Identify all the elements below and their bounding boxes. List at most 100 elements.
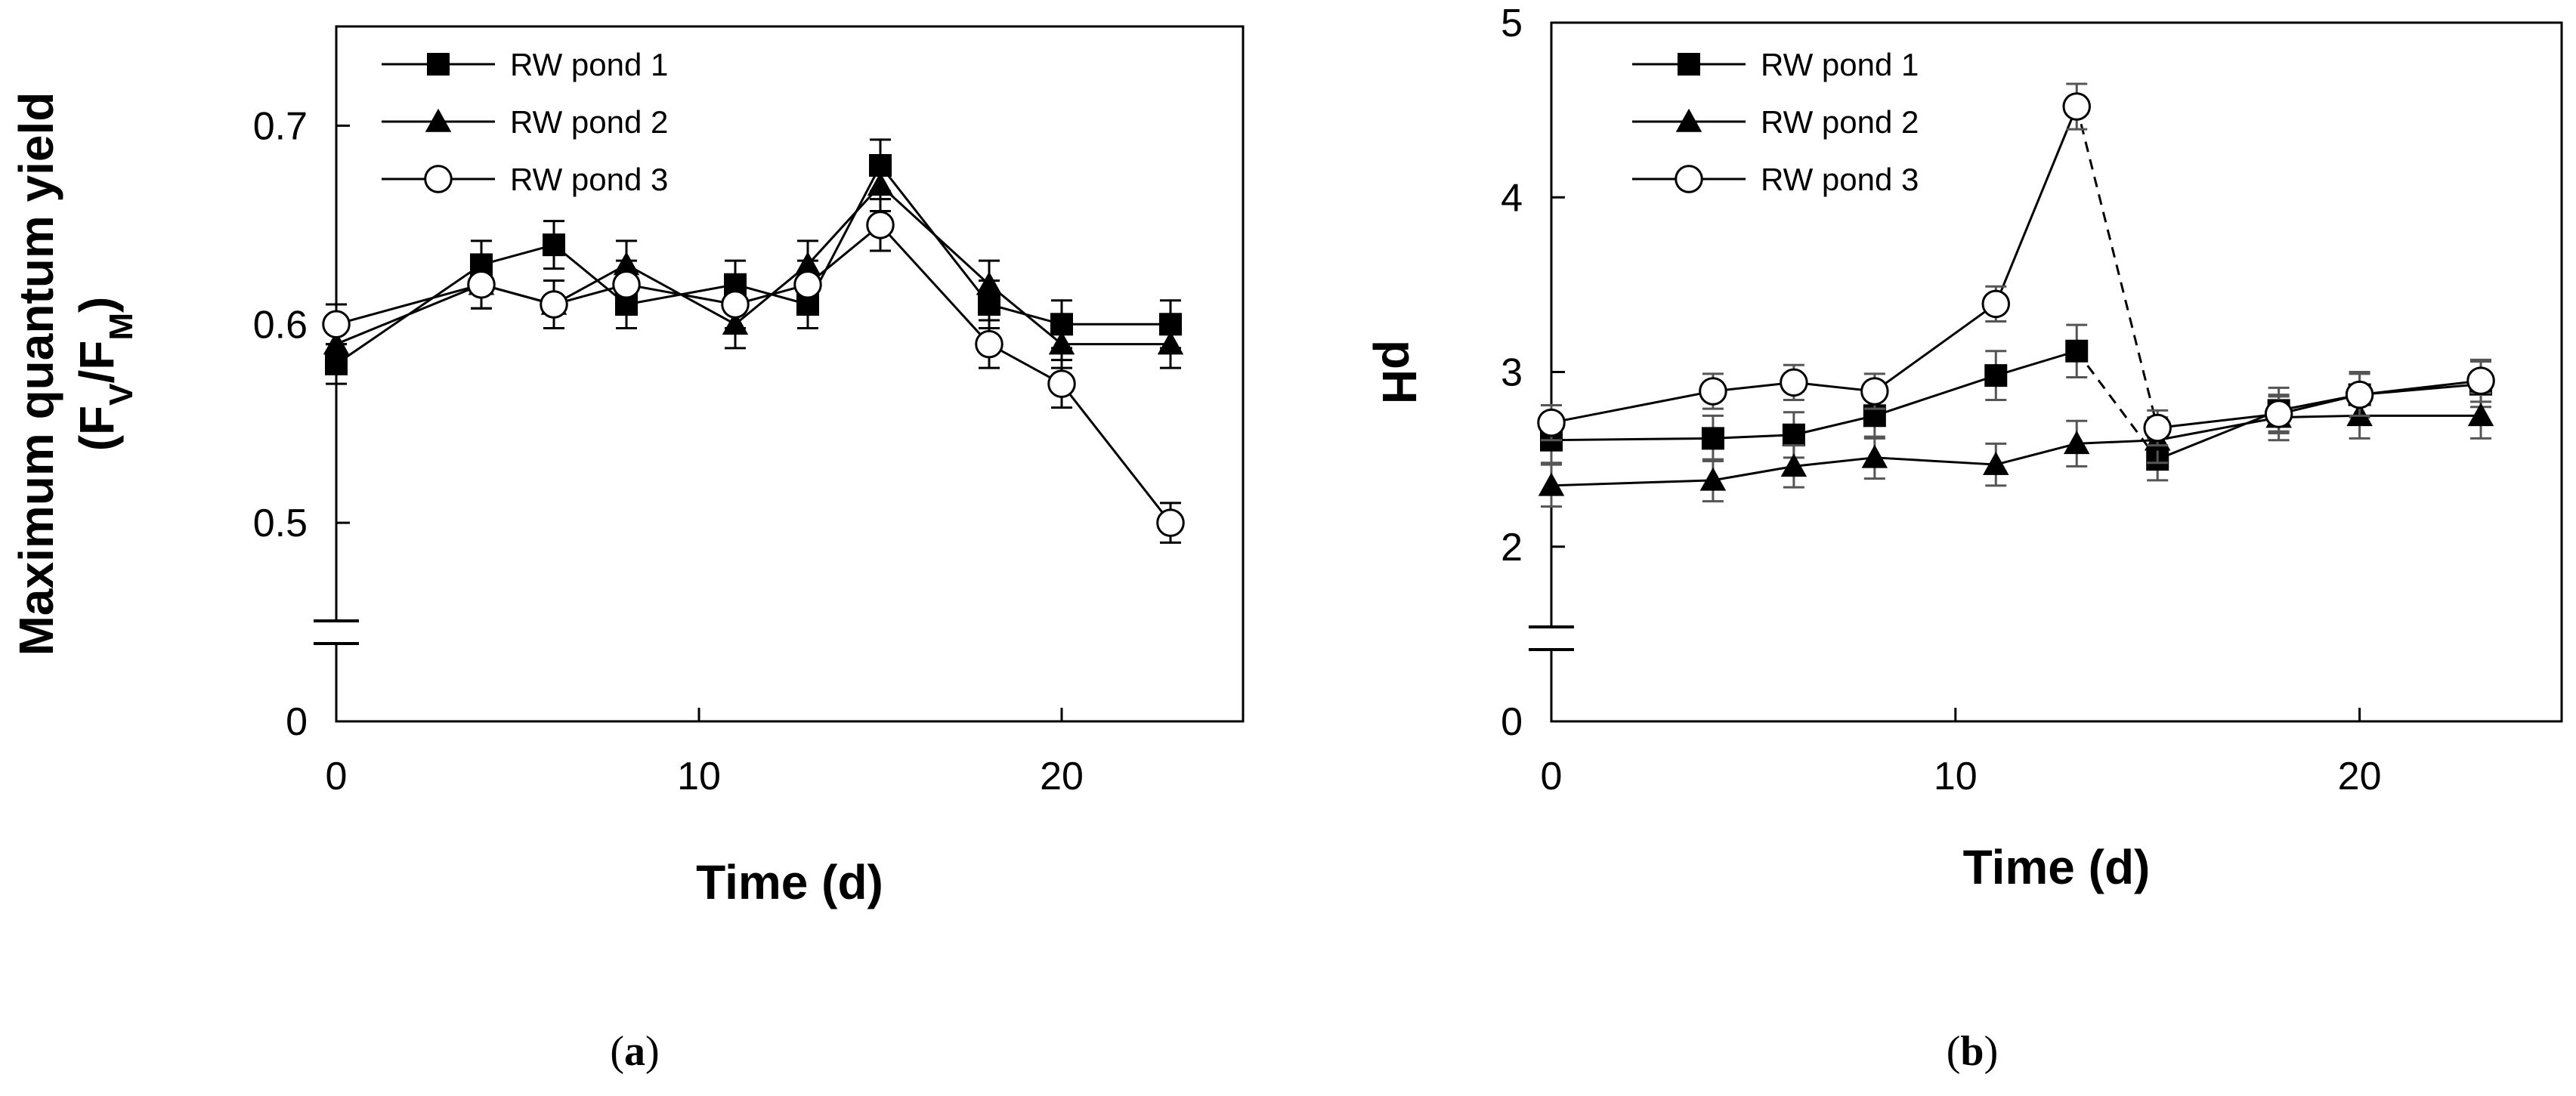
series-3	[322, 198, 1185, 544]
data-point	[1981, 289, 2011, 319]
panel-label-letter: b	[1960, 1028, 1984, 1075]
data-point	[1537, 408, 1566, 437]
series-line	[1060, 383, 1172, 524]
series-line	[1551, 479, 1713, 487]
series-line	[1874, 456, 1996, 466]
y-tick-label: 0.5	[253, 502, 308, 545]
data-point	[540, 290, 568, 319]
y-tick-label: 4	[1501, 176, 1523, 220]
y-baseline-label: 0	[286, 700, 308, 744]
y-axis-title-part: )	[70, 297, 124, 313]
series-line	[1793, 456, 1876, 468]
legend-marker	[1675, 165, 1703, 193]
series-line	[481, 243, 555, 266]
y-baseline-label: 0	[1501, 700, 1523, 744]
data-point	[1156, 508, 1185, 537]
legend-label: RW pond 3	[1761, 162, 1919, 197]
legend-marker	[424, 165, 453, 193]
data-point	[2065, 339, 2089, 363]
series-line	[626, 283, 736, 306]
legend: RW pond 1 RW pond 2 RW pond 3	[382, 47, 668, 197]
data-point	[612, 270, 641, 299]
data-point	[2467, 403, 2494, 427]
series-line	[1873, 303, 1997, 393]
series-line	[2157, 412, 2279, 429]
data-point	[1780, 368, 1808, 397]
legend-marker	[1678, 53, 1700, 76]
data-point	[467, 270, 496, 299]
legend-label: RW pond 1	[510, 47, 668, 82]
axis-break-gap	[314, 621, 359, 644]
series-line	[2359, 379, 2482, 397]
y-axis-title-subscript: M	[103, 313, 140, 341]
data-point	[2264, 400, 2293, 428]
data-point	[322, 310, 351, 339]
y-axis-title-part: (F	[70, 406, 124, 451]
y-tick-label: 5	[1501, 2, 1523, 45]
series-line	[2157, 409, 2280, 461]
y-tick-label: 0.6	[253, 303, 308, 347]
legend-marker	[425, 108, 452, 132]
y-axis-title-line1: Maximum quantum yield	[9, 92, 63, 656]
data-point	[721, 290, 750, 319]
series-line	[1874, 374, 1996, 417]
y-axis-title-line2: (FV/FM)	[70, 297, 140, 452]
series-line	[879, 224, 991, 345]
data-point	[1048, 331, 1075, 355]
panel-label: (a)	[610, 1028, 659, 1075]
series-line	[336, 283, 482, 326]
series-line	[2157, 416, 2279, 442]
plot-frame	[1550, 21, 2563, 723]
x-tick-label: 0	[326, 755, 348, 798]
series-line	[1551, 390, 1714, 425]
series-2	[1538, 391, 2494, 508]
series-line	[879, 184, 991, 286]
series-line	[1793, 414, 1876, 437]
series-line	[807, 224, 881, 286]
data-point	[1699, 467, 1727, 491]
panel-label-paren: (	[610, 1028, 624, 1075]
y-axis-title-subscript: V	[103, 383, 140, 406]
series-3	[1537, 82, 2495, 447]
data-point	[1860, 377, 1889, 406]
panel-label: (b)	[1947, 1028, 1998, 1075]
series-line	[336, 283, 482, 345]
x-axis-title: Time (d)	[1963, 840, 2151, 894]
legend-marker	[427, 53, 450, 76]
series-line	[806, 184, 882, 266]
legend-label: RW pond 2	[510, 104, 668, 140]
data-point	[2466, 366, 2495, 395]
legend-label: RW pond 2	[1761, 104, 1919, 140]
series-line	[1712, 434, 1794, 440]
data-point	[866, 211, 895, 239]
data-point	[2143, 413, 2172, 443]
legend-label: RW pond 1	[1761, 47, 1919, 82]
series-line	[1995, 350, 2077, 377]
panel-label-paren: )	[1984, 1028, 1999, 1075]
series-line-dashed	[2075, 106, 2159, 428]
x-tick-label: 10	[1934, 755, 1978, 798]
series-line	[1994, 106, 2078, 304]
series-line	[1995, 442, 2077, 466]
series-2	[323, 158, 1184, 369]
x-axis-title: Time (d)	[696, 855, 883, 909]
data-point	[976, 271, 1003, 295]
data-point	[2345, 380, 2374, 409]
x-tick-label: 20	[2338, 755, 2382, 798]
chart-panel-a: 0.5 0.6 0.7 00 10 20 Time (d) Maximum quantum y…	[9, 25, 1245, 1075]
y-tick-label: 2	[1501, 526, 1523, 570]
data-point	[2062, 92, 2091, 121]
data-point	[793, 270, 822, 299]
data-point	[1983, 451, 2009, 475]
legend-marker	[1675, 108, 1702, 132]
y-axis-title-part: /F	[70, 341, 124, 384]
y-tick-label: 0.7	[253, 104, 308, 148]
x-tick-label: 0	[1541, 755, 1563, 798]
data-point	[543, 233, 565, 257]
data-point	[1157, 331, 1184, 355]
axis-break-gap	[1529, 627, 1574, 650]
plot-frame	[335, 25, 1245, 723]
series-line	[1712, 465, 1795, 482]
